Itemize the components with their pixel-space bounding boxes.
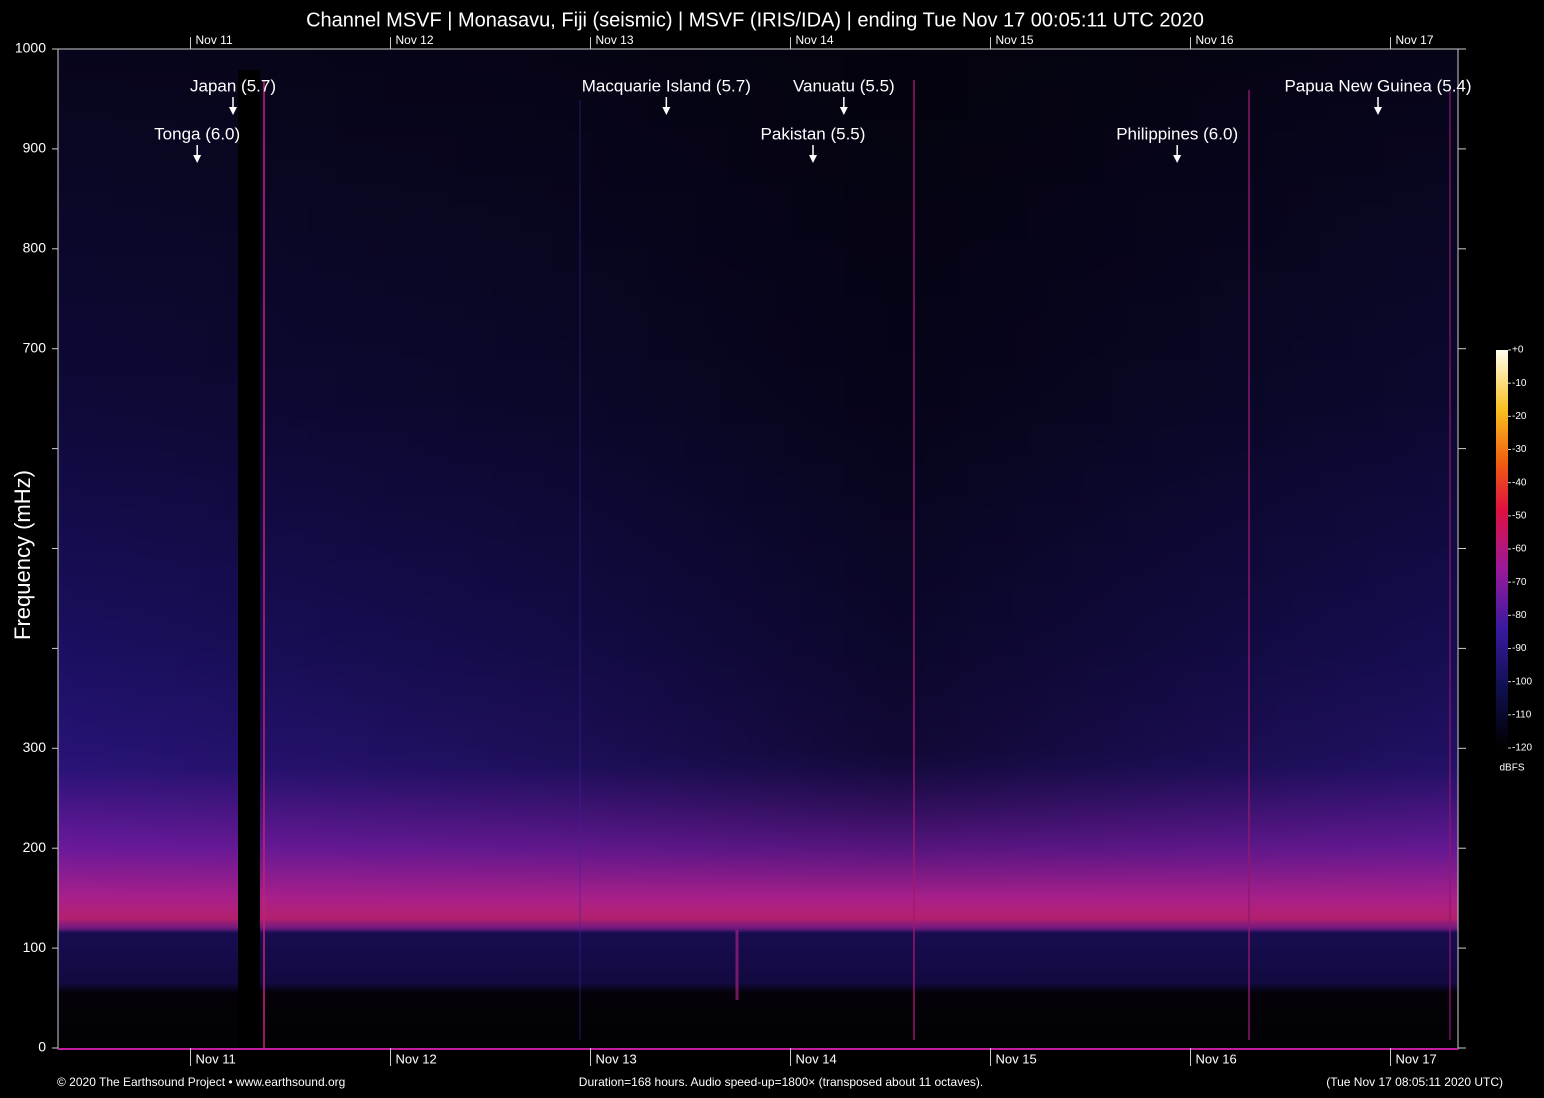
event-label: Macquarie Island (5.7) — [582, 76, 751, 95]
spectrogram — [58, 49, 1458, 1049]
x-tick-label-top: Nov 16 — [1196, 33, 1234, 47]
x-tick-label-top: Nov 17 — [1396, 33, 1434, 47]
x-tick-label: Nov 13 — [596, 1051, 637, 1066]
chart-title: Channel MSVF | Monasavu, Fiji (seismic) … — [306, 9, 1204, 31]
event-arrowhead — [662, 107, 671, 115]
event-arrowhead — [839, 107, 848, 115]
event-arrowhead — [809, 155, 817, 163]
y-tick-label: 100 — [23, 939, 47, 955]
x-tick-label-top: Nov 12 — [396, 33, 434, 47]
colorbar-tick-label: -40 — [1512, 477, 1527, 488]
x-tick-label: Nov 14 — [796, 1051, 837, 1066]
footer-center: Duration=168 hours. Audio speed-up=1800×… — [579, 1075, 983, 1089]
x-tick-label-top: Nov 14 — [796, 33, 834, 47]
y-tick-label: 1000 — [15, 40, 46, 56]
colorbar-tick-label: -60 — [1512, 544, 1527, 555]
colorbar-tick-label: +0 — [1512, 345, 1524, 356]
y-tick-label: 200 — [23, 839, 47, 855]
event-arrowhead — [1374, 107, 1382, 115]
colorbar-tick-label: -10 — [1512, 378, 1527, 389]
colorbar-tick-label: -20 — [1512, 411, 1527, 422]
footer-right: (Tue Nov 17 08:05:11 2020 UTC) — [1326, 1075, 1503, 1089]
event-label: Philippines (6.0) — [1116, 124, 1238, 143]
event-label: Tonga (6.0) — [154, 124, 240, 143]
x-tick-label-top: Nov 13 — [596, 33, 634, 47]
colorbar-tick-label: -110 — [1512, 709, 1532, 720]
x-tick-label: Nov 16 — [1196, 1051, 1237, 1066]
y-axis-label: Frequency (mHz) — [10, 470, 35, 640]
event-label: Papua New Guinea (5.4) — [1284, 76, 1471, 95]
y-tick-label: 900 — [23, 140, 47, 156]
event-label: Pakistan (5.5) — [761, 124, 866, 143]
y-tick-label: 700 — [23, 339, 47, 355]
colorbar-tick-label: -100 — [1512, 676, 1532, 687]
colorbar — [1496, 350, 1508, 748]
event-label: Japan (5.7) — [190, 76, 276, 95]
colorbar-tick-label: -90 — [1512, 643, 1527, 654]
event-arrowhead — [229, 107, 237, 115]
colorbar-tick-label: -50 — [1512, 510, 1527, 521]
x-tick-label-top: Nov 11 — [196, 33, 233, 47]
x-tick-label: Nov 12 — [396, 1051, 437, 1066]
y-tick-label: 0 — [38, 1039, 46, 1055]
x-tick-label: Nov 15 — [996, 1051, 1037, 1066]
event-arrowhead — [193, 155, 202, 163]
y-tick-label: 300 — [23, 739, 47, 755]
x-tick-label-top: Nov 15 — [996, 33, 1034, 47]
colorbar-tick-label: -70 — [1512, 577, 1527, 588]
colorbar-tick-label: -30 — [1512, 444, 1527, 455]
footer-left: © 2020 The Earthsound Project • www.eart… — [57, 1075, 345, 1089]
colorbar-tick-label: -80 — [1512, 610, 1527, 621]
y-tick-label: 800 — [23, 240, 47, 256]
x-tick-label: Nov 17 — [1396, 1051, 1437, 1066]
event-arrowhead — [1173, 155, 1182, 163]
event-label: Vanuatu (5.5) — [793, 76, 895, 95]
colorbar-label: dBFS — [1499, 763, 1524, 774]
x-tick-label: Nov 11 — [196, 1051, 236, 1066]
colorbar-tick-label: -120 — [1512, 743, 1532, 754]
